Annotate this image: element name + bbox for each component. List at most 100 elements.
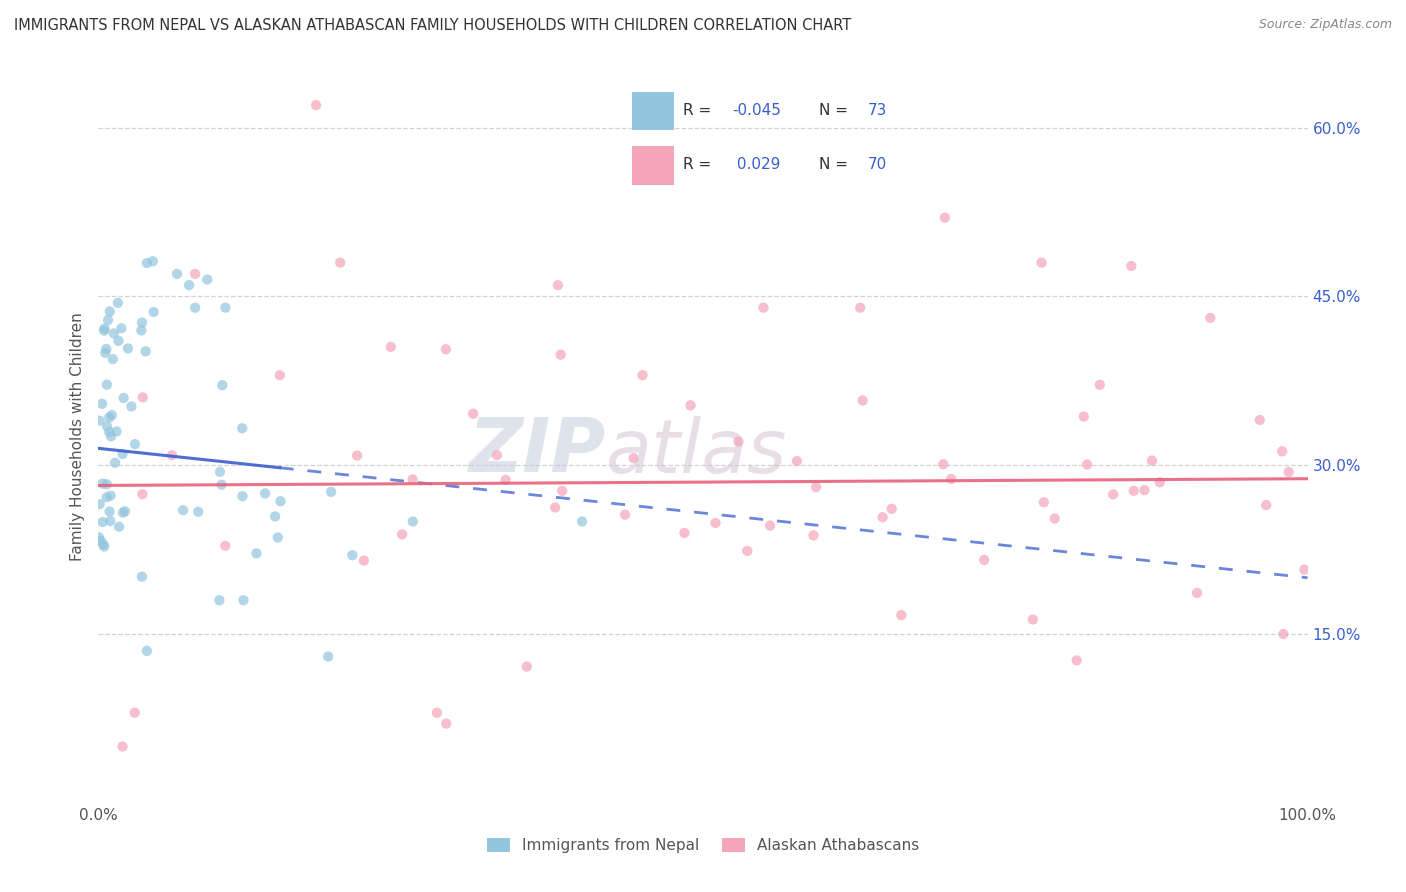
Point	[391, 527, 413, 541]
Point	[1102, 487, 1125, 501]
Point	[679, 398, 702, 412]
Point	[187, 505, 209, 519]
Point	[932, 457, 955, 471]
Point	[1043, 511, 1066, 525]
Point	[1149, 475, 1171, 490]
Point	[1076, 458, 1098, 472]
Point	[550, 348, 572, 362]
Text: R =: R =	[683, 103, 717, 118]
Point	[96, 477, 118, 491]
Point	[91, 537, 114, 551]
Text: R =: R =	[683, 157, 717, 172]
Point	[142, 254, 165, 268]
Text: N =: N =	[820, 103, 853, 118]
Text: ZIP: ZIP	[470, 415, 606, 488]
Point	[1185, 586, 1208, 600]
Point	[100, 429, 122, 443]
Text: atlas: atlas	[606, 416, 787, 488]
Point	[172, 503, 194, 517]
Point	[704, 516, 727, 530]
Point	[1032, 495, 1054, 509]
Point	[727, 434, 749, 449]
Point	[1122, 483, 1144, 498]
Point	[1140, 453, 1163, 467]
Point	[759, 518, 782, 533]
Point	[91, 397, 114, 411]
Point	[112, 391, 135, 405]
Point	[346, 449, 368, 463]
Point	[111, 739, 134, 754]
Point	[516, 659, 538, 673]
Text: N =: N =	[820, 157, 853, 172]
Text: 0.029: 0.029	[731, 157, 780, 172]
Point	[124, 437, 146, 451]
Point	[96, 377, 118, 392]
Point	[544, 500, 567, 515]
Point	[316, 649, 339, 664]
Point	[108, 520, 131, 534]
Point	[803, 528, 825, 542]
Point	[132, 390, 155, 404]
FancyBboxPatch shape	[631, 146, 673, 185]
Point	[98, 410, 121, 425]
Point	[131, 569, 153, 583]
Point	[245, 546, 267, 560]
Point	[623, 451, 645, 466]
Point	[160, 448, 183, 462]
Point	[208, 465, 231, 479]
Point	[852, 393, 875, 408]
Point	[98, 514, 121, 528]
Point	[735, 544, 758, 558]
Point	[434, 343, 457, 357]
Point	[804, 480, 827, 494]
Point	[849, 301, 872, 315]
Point	[114, 504, 136, 518]
Text: 73: 73	[868, 103, 887, 118]
Point	[135, 344, 157, 359]
Point	[97, 313, 120, 327]
Point	[91, 515, 114, 529]
Point	[353, 553, 375, 567]
Point	[1066, 653, 1088, 667]
Point	[1121, 259, 1143, 273]
Point	[96, 419, 118, 434]
Point	[426, 706, 449, 720]
Text: Source: ZipAtlas.com: Source: ZipAtlas.com	[1258, 18, 1392, 31]
Point	[342, 548, 364, 562]
Point	[93, 324, 115, 338]
Point	[179, 278, 201, 293]
Point	[1133, 483, 1156, 497]
Point	[880, 501, 903, 516]
Point	[89, 497, 111, 511]
Point	[195, 272, 218, 286]
Point	[131, 323, 153, 337]
Point	[267, 531, 290, 545]
Point	[231, 489, 253, 503]
Y-axis label: Family Households with Children: Family Households with Children	[69, 313, 84, 561]
Point	[786, 454, 808, 468]
Point	[93, 321, 115, 335]
Point	[93, 540, 115, 554]
Point	[264, 509, 287, 524]
Point	[94, 345, 117, 359]
Point	[485, 448, 508, 462]
Point	[98, 425, 121, 439]
Point	[208, 593, 231, 607]
Point	[96, 490, 118, 504]
Point	[166, 267, 188, 281]
Point	[1088, 377, 1111, 392]
Point	[934, 211, 956, 225]
Point	[124, 706, 146, 720]
Text: -0.045: -0.045	[731, 103, 780, 118]
Point	[941, 472, 963, 486]
Point	[107, 296, 129, 310]
Point	[131, 316, 153, 330]
Point	[103, 326, 125, 341]
Point	[614, 508, 637, 522]
Point	[402, 473, 425, 487]
Point	[90, 533, 112, 548]
Point	[184, 267, 207, 281]
Point	[214, 539, 236, 553]
Point	[305, 98, 328, 112]
Point	[752, 301, 775, 315]
